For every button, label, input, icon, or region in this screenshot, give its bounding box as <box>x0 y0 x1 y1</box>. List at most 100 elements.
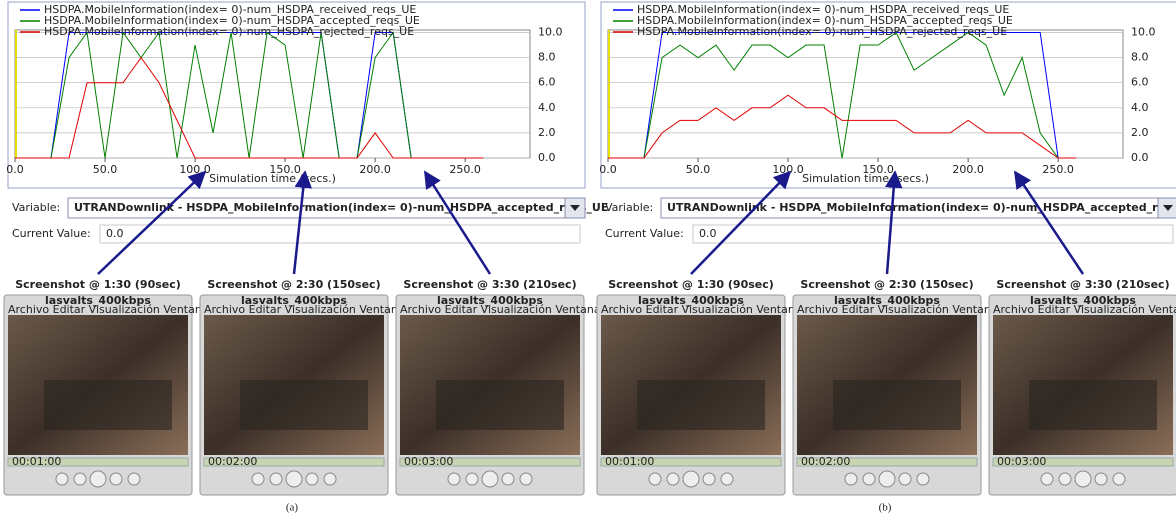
x-tick-label: 50.0 <box>93 163 118 176</box>
player-button[interactable] <box>109 472 123 486</box>
player-button[interactable] <box>1112 472 1126 486</box>
time-label: 00:03:00 <box>997 455 1046 468</box>
window-menu: Archivo Editar Visualización Ventana Ayu… <box>8 303 246 316</box>
legend-label: HSDPA.MobileInformation(index= 0)-num_HS… <box>44 25 414 38</box>
variable-label: Variable: <box>605 201 653 214</box>
seek-bar <box>992 457 1174 467</box>
player-button[interactable] <box>465 472 479 486</box>
arrow <box>690 170 792 275</box>
x-tick-label: 150.0 <box>269 163 301 176</box>
player-button[interactable] <box>720 472 734 486</box>
player-button[interactable] <box>648 472 662 486</box>
time-label: 00:03:00 <box>404 455 453 468</box>
player-button[interactable] <box>844 472 858 486</box>
legend-label: HSDPA.MobileInformation(index= 0)-num_HS… <box>44 3 416 16</box>
y-tick-label: 4.0 <box>1131 101 1149 114</box>
window-title: lasvalts_400kbps <box>437 294 543 307</box>
player-button[interactable] <box>55 472 69 486</box>
x-tick-label: 200.0 <box>952 163 984 176</box>
seek-bar <box>600 457 782 467</box>
arrow <box>97 170 207 275</box>
player-button[interactable] <box>251 472 265 486</box>
y-tick-label: 2.0 <box>1131 126 1149 139</box>
series-line <box>608 94 1077 159</box>
window-title: lasvalts_400kbps <box>834 294 940 307</box>
player-button[interactable] <box>878 470 896 488</box>
player-button[interactable] <box>898 472 912 486</box>
y-tick-label: 8.0 <box>538 51 556 64</box>
y-tick-label: 2.0 <box>538 126 556 139</box>
window-menu: Archivo Editar Visualización Ventana Ayu… <box>204 303 442 316</box>
player-button[interactable] <box>447 472 461 486</box>
series-line <box>608 31 1077 159</box>
window-title: lasvalts_400kbps <box>45 294 151 307</box>
seek-bar <box>7 457 189 467</box>
plot-area <box>607 29 1124 159</box>
series-line <box>608 32 1077 159</box>
window-menu: Archivo Editar Visualización Ventana Ayu… <box>601 303 839 316</box>
legend-label: HSDPA.MobileInformation(index= 0)-num_HS… <box>637 25 1007 38</box>
video-highlight <box>436 380 564 430</box>
legend-label: HSDPA.MobileInformation(index= 0)-num_HS… <box>637 3 1009 16</box>
player-button[interactable] <box>916 472 930 486</box>
player-button[interactable] <box>1040 472 1054 486</box>
player-button[interactable] <box>1094 472 1108 486</box>
window-menu: Archivo Editar Visualización Ventana Ayu… <box>400 303 638 316</box>
screenshot-label: Screenshot @ 1:30 (90sec) <box>608 278 774 291</box>
current-label: Current Value: <box>605 227 684 240</box>
player-button[interactable] <box>519 472 533 486</box>
player-button[interactable] <box>682 470 700 488</box>
player-button[interactable] <box>269 472 283 486</box>
screenshot-label: Screenshot @ 2:30 (150sec) <box>207 278 380 291</box>
time-label: 00:01:00 <box>12 455 61 468</box>
player-button[interactable] <box>702 472 716 486</box>
x-tick-label: 50.0 <box>686 163 711 176</box>
x-tick-label: 250.0 <box>1042 163 1074 176</box>
x-tick-label: 0.0 <box>6 163 24 176</box>
screenshot-label: Screenshot @ 2:30 (150sec) <box>800 278 973 291</box>
time-label: 00:02:00 <box>801 455 850 468</box>
y-tick-label: 10.0 <box>538 26 563 39</box>
seek-bar <box>203 457 385 467</box>
plot-area <box>14 29 531 159</box>
y-tick-label: 10.0 <box>1131 26 1156 39</box>
seek-bar <box>796 457 978 467</box>
player-button[interactable] <box>501 472 515 486</box>
player-button[interactable] <box>666 472 680 486</box>
y-tick-label: 4.0 <box>538 101 556 114</box>
arrow <box>292 170 313 275</box>
dropdown-arrow <box>1163 205 1173 211</box>
player-button[interactable] <box>127 472 141 486</box>
current-box <box>99 224 581 244</box>
player-button[interactable] <box>1074 470 1092 488</box>
y-tick-label: 0.0 <box>538 151 556 164</box>
player-button[interactable] <box>862 472 876 486</box>
time-label: 00:02:00 <box>208 455 257 468</box>
x-tick-label: 250.0 <box>449 163 481 176</box>
legend-label: HSDPA.MobileInformation(index= 0)-num_HS… <box>637 14 1013 27</box>
legend-label: HSDPA.MobileInformation(index= 0)-num_HS… <box>44 14 420 27</box>
player-button[interactable] <box>89 470 107 488</box>
x-tick-label: 100.0 <box>179 163 211 176</box>
arrow <box>885 170 903 275</box>
series-line <box>15 56 484 159</box>
player-button[interactable] <box>305 472 319 486</box>
window-menu: Archivo Editar Visualización Ventana Ayu… <box>993 303 1176 316</box>
screenshot-label: Screenshot @ 3:30 (210sec) <box>403 278 576 291</box>
player-button[interactable] <box>285 470 303 488</box>
player-button[interactable] <box>73 472 87 486</box>
seek-bar <box>399 457 581 467</box>
video-highlight <box>44 380 172 430</box>
dropdown-arrow <box>570 205 580 211</box>
current-value: 0.0 <box>699 227 717 240</box>
player-button[interactable] <box>1058 472 1072 486</box>
video-highlight <box>240 380 368 430</box>
window-title: lasvalts_400kbps <box>1030 294 1136 307</box>
screenshot-label: Screenshot @ 1:30 (90sec) <box>15 278 181 291</box>
variable-value: UTRANDownlink - HSDPA_MobileInformation(… <box>74 201 608 214</box>
player-button[interactable] <box>323 472 337 486</box>
variable-value: UTRANDownlink - HSDPA_MobileInformation(… <box>667 201 1176 214</box>
video-highlight <box>637 380 765 430</box>
player-button[interactable] <box>481 470 499 488</box>
